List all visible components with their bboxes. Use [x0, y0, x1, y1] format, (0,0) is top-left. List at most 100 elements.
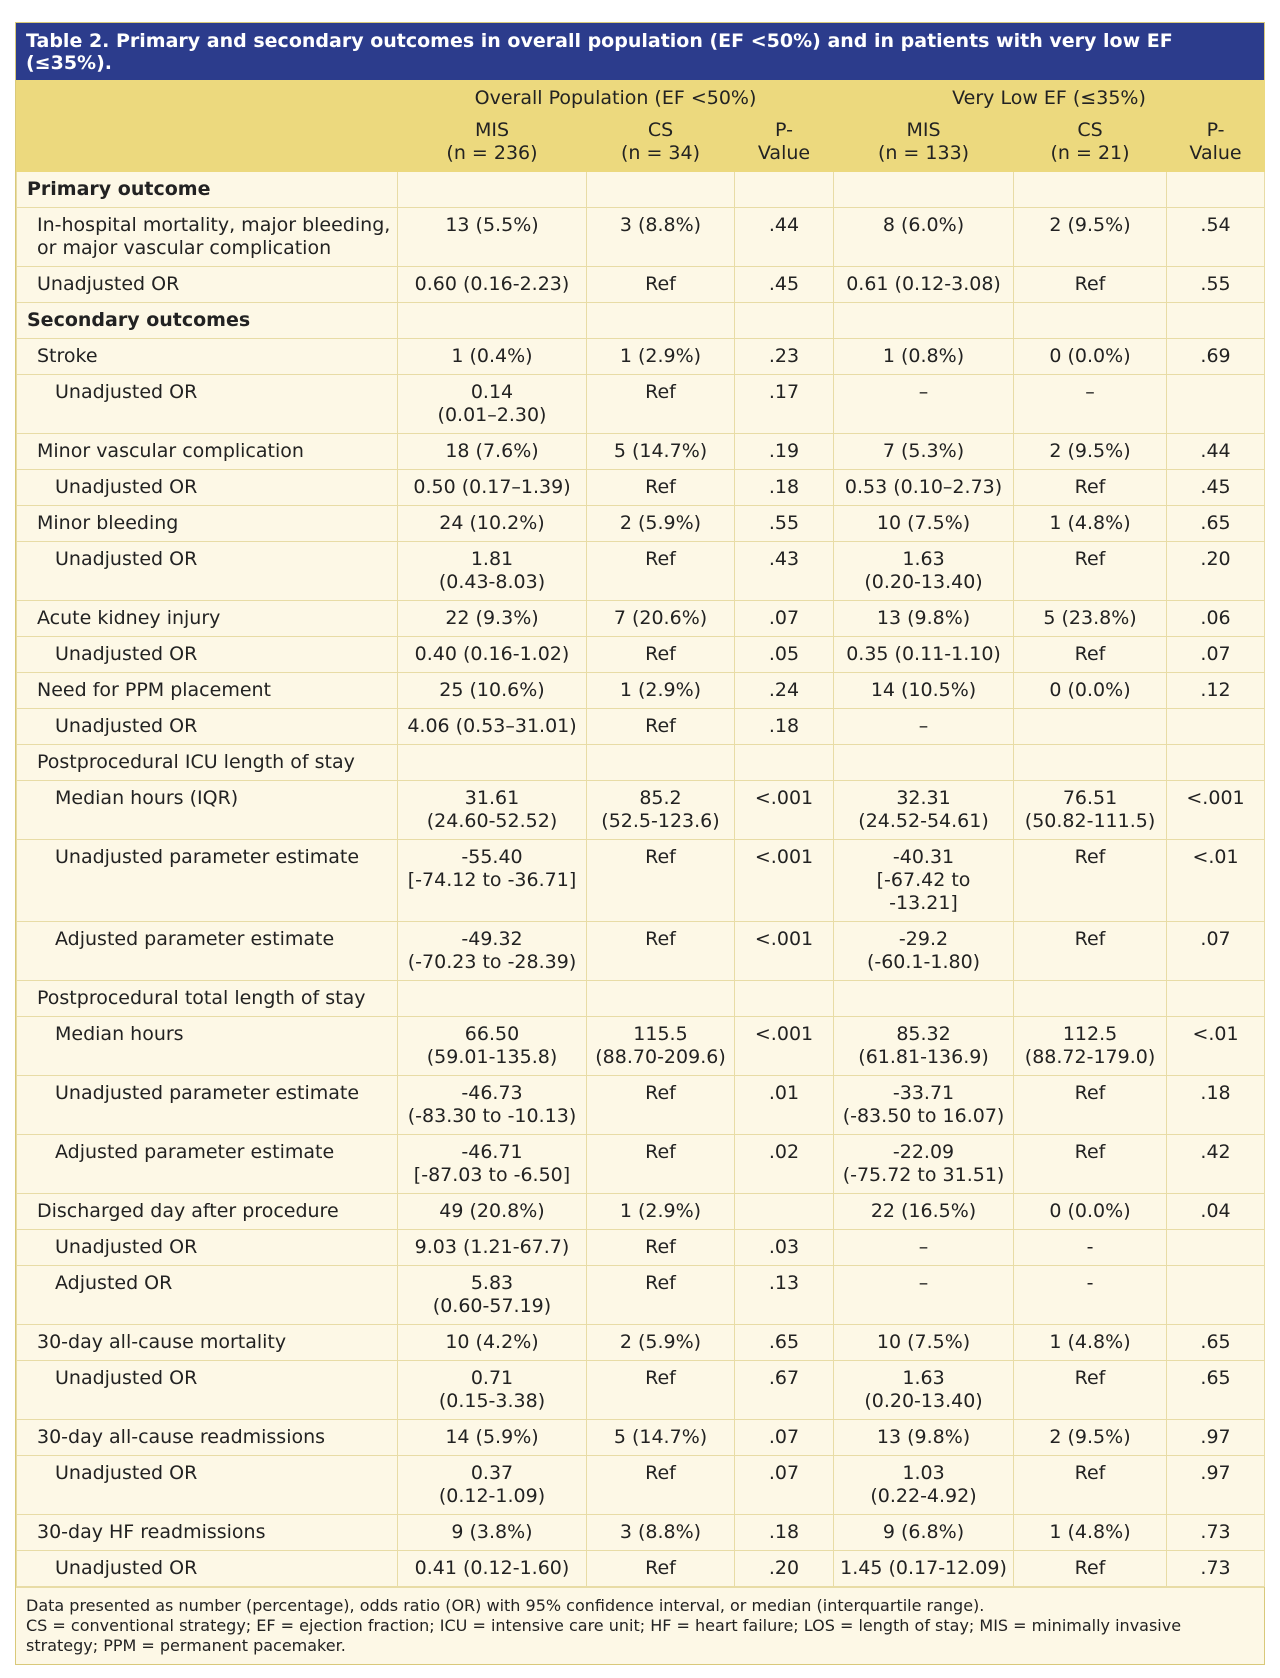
cell: 0.41 (0.12-1.60) — [397, 1550, 587, 1587]
cell: 10 (4.2%) — [397, 1324, 587, 1361]
table-row: Minor bleeding 24 (10.2%) 2 (5.9%) .55 10 (7… — [16, 505, 1266, 542]
header-blank — [16, 80, 398, 113]
cell: 2 (5.9%) — [586, 1324, 735, 1361]
table-row: Unadjusted OR 9.03 (1.21-67.7) Ref .03– - — [16, 1229, 1266, 1266]
cell: Ref — [1013, 266, 1168, 303]
cell: 1 (0.4%) — [397, 338, 587, 375]
header-column: P- Value — [1166, 112, 1266, 172]
cell: 112.5 (88.72-179.0) — [1013, 1016, 1168, 1076]
cell: <.01 — [1166, 1016, 1266, 1076]
cell: 0.14 (0.01–2.30) — [397, 374, 587, 434]
cell: .07 — [1166, 921, 1266, 981]
cell: 1.45 (0.17-12.09) — [833, 1550, 1015, 1587]
cell — [733, 171, 835, 208]
table-row: Unadjusted OR 0.41 (0.12-1.60) Ref .20 1.45 … — [16, 1550, 1266, 1587]
table-row: Median hours 66.50 (59.01-135.8) 115.5 (88… — [16, 1016, 1266, 1076]
row-label: Adjusted parameter estimate — [16, 921, 398, 981]
cell: 8 (6.0%) — [833, 207, 1015, 267]
cell: .24 — [733, 672, 835, 709]
cell: 18 (7.6%) — [397, 433, 587, 470]
cell — [397, 744, 587, 781]
cell: <.001 — [733, 839, 835, 922]
cell — [586, 302, 735, 339]
section-row: Primary outcome — [16, 171, 1266, 208]
cell — [397, 302, 587, 339]
header-column: CS (n = 34) — [586, 112, 735, 172]
cell: 0.71 (0.15-3.38) — [397, 1360, 587, 1420]
cell: 3 (8.8%) — [586, 207, 735, 267]
cell: 7 (20.6%) — [586, 600, 735, 637]
header-blank — [16, 112, 398, 172]
row-label: Median hours — [16, 1016, 398, 1076]
cell: – — [833, 1229, 1015, 1266]
cell — [1013, 171, 1168, 208]
cell: .12 — [1166, 672, 1266, 709]
cell — [1013, 302, 1168, 339]
cell: .73 — [1166, 1514, 1266, 1551]
cell: .07 — [733, 600, 835, 637]
cell: 5 (14.7%) — [586, 1419, 735, 1456]
cell: Ref — [1013, 636, 1168, 673]
row-label: Unadjusted OR — [16, 636, 398, 673]
row-label: Minor bleeding — [16, 505, 398, 542]
cell: 0 (0.0%) — [1013, 1193, 1168, 1230]
cell: .54 — [1166, 207, 1266, 267]
cell: .73 — [1166, 1550, 1266, 1587]
cell: 22 (16.5%) — [833, 1193, 1015, 1230]
table-row: 30-day HF readmissions 9 (3.8%) 3 (8.8%) .1… — [16, 1514, 1266, 1551]
cell: .55 — [1166, 266, 1266, 303]
cell — [833, 302, 1015, 339]
row-label: Postprocedural total length of stay — [16, 980, 398, 1017]
cell: .07 — [733, 1419, 835, 1456]
table-row: Unadjusted OR 0.50 (0.17–1.39) Ref .18 0.53 … — [16, 469, 1266, 506]
cell: .13 — [733, 1265, 835, 1325]
cell: .07 — [1166, 636, 1266, 673]
row-label: 30-day all-cause readmissions — [16, 1419, 398, 1456]
cell: .45 — [1166, 469, 1266, 506]
row-label: Unadjusted OR — [16, 1455, 398, 1515]
cell: 1.63 (0.20-13.40) — [833, 1360, 1015, 1420]
cell: 24 (10.2%) — [397, 505, 587, 542]
cell: Ref — [586, 469, 735, 506]
table-row: Adjusted parameter estimate -49.32 (-70.2… — [16, 921, 1266, 981]
footnotes: Data presented as number (percentage), o… — [16, 1587, 1264, 1664]
cell: 13 (9.8%) — [833, 1419, 1015, 1456]
cell: <.001 — [1166, 780, 1266, 840]
cell: Ref — [586, 921, 735, 981]
cell: Ref — [586, 1229, 735, 1266]
row-label: Adjusted parameter estimate — [16, 1134, 398, 1194]
cell: <.01 — [1166, 839, 1266, 922]
cell: Ref — [1013, 1360, 1168, 1420]
cell: 0.35 (0.11-1.10) — [833, 636, 1015, 673]
row-label: Unadjusted parameter estimate — [16, 1075, 398, 1135]
cell: 1 (0.8%) — [833, 338, 1015, 375]
cell — [833, 980, 1015, 1017]
cell: 1.63 (0.20-13.40) — [833, 541, 1015, 601]
cell: 0.60 (0.16-2.23) — [397, 266, 587, 303]
cell: .97 — [1166, 1419, 1266, 1456]
cell: Ref — [586, 1550, 735, 1587]
row-label: Unadjusted OR — [16, 708, 398, 745]
cell: 1 (2.9%) — [586, 1193, 735, 1230]
cell: 85.32 (61.81-136.9) — [833, 1016, 1015, 1076]
table-row: Postprocedural total length of stay — [16, 980, 1266, 1017]
cell: .18 — [733, 1514, 835, 1551]
table-row: Acute kidney injury 22 (9.3%) 7 (20.6%) .07… — [16, 600, 1266, 637]
cell: 2 (9.5%) — [1013, 1419, 1168, 1456]
cell: 0.61 (0.12-3.08) — [833, 266, 1015, 303]
cell — [733, 744, 835, 781]
cell: 9 (6.8%) — [833, 1514, 1015, 1551]
cell: .06 — [1166, 600, 1266, 637]
table-row: Postprocedural ICU length of stay — [16, 744, 1266, 781]
cell: Ref — [1013, 1134, 1168, 1194]
cell: -46.73 (-83.30 to -10.13) — [397, 1075, 587, 1135]
cell: 0.50 (0.17–1.39) — [397, 469, 587, 506]
outcomes-table: Overall Population (EF <50%) Very Low EF … — [16, 80, 1266, 1587]
cell: Ref — [1013, 921, 1168, 981]
cell: Ref — [1013, 1455, 1168, 1515]
cell: 0 (0.0%) — [1013, 672, 1168, 709]
header-column: MIS (n = 133) — [833, 112, 1015, 172]
cell: 115.5 (88.70-209.6) — [586, 1016, 735, 1076]
cell: -55.40 [-74.12 to -36.71] — [397, 839, 587, 922]
cell: 0 (0.0%) — [1013, 338, 1168, 375]
